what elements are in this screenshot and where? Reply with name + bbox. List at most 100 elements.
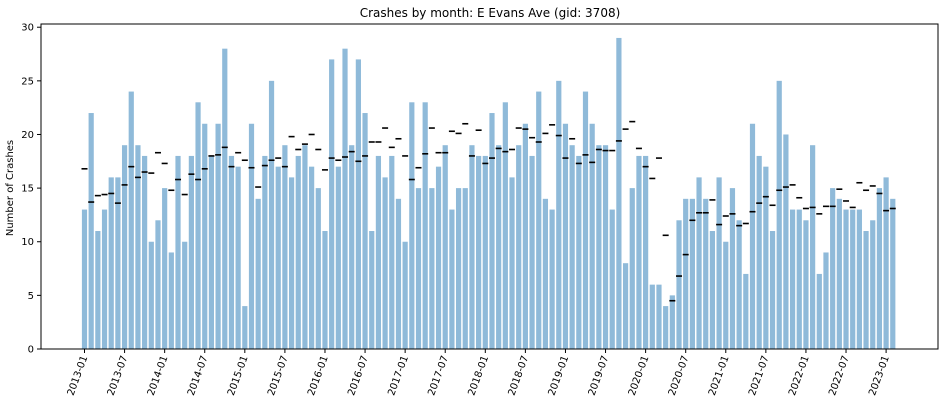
bar [469,145,475,349]
bar [489,113,495,349]
bar [95,231,101,349]
bar [516,145,522,349]
bar [162,188,168,349]
bar [743,273,749,349]
bar [629,188,635,349]
bar [455,188,462,349]
bar [789,209,796,349]
bar [242,306,248,349]
bar [335,166,341,349]
bar [275,166,281,349]
bar [496,145,502,349]
bar [228,155,235,349]
bar [562,123,569,349]
y-tick-label: 25 [21,76,34,87]
bar [248,123,255,349]
bar [716,177,722,349]
bar [582,91,589,349]
bar [643,155,649,349]
x-tick-label: 2019-07 [587,354,612,397]
bar [796,209,802,349]
y-tick-label: 20 [21,130,34,141]
bar [462,188,468,349]
bar [736,220,742,349]
bar [422,102,428,349]
bar [115,177,121,349]
bar [542,198,549,349]
bar [649,284,655,349]
bar [589,123,595,349]
bar [729,188,736,349]
y-axis-label: Number of Crashes [5,140,16,236]
bar [482,155,488,349]
bar [121,145,128,349]
bar [536,91,542,349]
bar [128,91,134,349]
x-tick-label: 2017-07 [426,354,451,397]
x-tick-label: 2018-07 [507,354,532,397]
bar [302,145,308,349]
bar [402,241,408,349]
bar [609,209,615,349]
bar [703,198,709,349]
x-tick-label: 2015-01 [226,354,251,397]
bar [309,166,315,349]
bar [843,209,849,349]
x-tick-label: 2021-01 [707,354,732,397]
bar [856,209,862,349]
bar [556,80,562,349]
y-tick-label: 10 [21,237,34,248]
bar [215,123,221,349]
plot-frame [40,23,939,350]
bar [208,155,215,349]
bar [823,252,829,349]
bar [709,231,716,349]
bar [696,177,702,349]
bar [476,155,482,349]
x-tick-label: 2013-01 [66,354,91,397]
bar [509,177,515,349]
x-tick-label: 2015-07 [266,354,291,397]
bar [749,123,756,349]
bar [602,145,609,349]
bar [175,155,181,349]
bar [262,155,268,349]
chart-title: Crashes by month: E Evans Ave (gid: 3708… [360,6,621,20]
bar [135,145,141,349]
bar [188,155,194,349]
bar [355,59,361,350]
bar [342,48,348,350]
bar [255,198,261,349]
bar [816,273,822,349]
x-axis-ticks: 2013-01 2013-07 2014-01 2014-07 2015-01 2015-… [66,349,892,397]
bar [222,48,228,350]
bar [863,231,869,349]
bar [322,231,328,349]
bar [756,155,762,349]
x-tick-label: 2016-01 [306,354,331,397]
bar [375,155,382,349]
bar [415,188,422,349]
y-tick-label: 15 [21,184,34,195]
y-axis-ticks: 0 5 10 15 20 25 30 [21,23,41,356]
bar [522,123,528,349]
bar [636,155,642,349]
bar [549,209,555,349]
bar [876,188,883,349]
bar [435,166,442,349]
x-tick-label: 2021-07 [747,354,772,397]
bar [295,155,301,349]
y-tick-label: 0 [28,345,34,356]
bar [529,155,535,349]
bar [268,80,275,349]
bar [429,188,435,349]
y-tick-label: 5 [28,291,34,302]
bar [769,231,776,349]
bar [676,220,682,349]
bar [315,188,321,349]
bar [409,102,415,349]
x-tick-label: 2020-07 [667,354,692,397]
bar [890,198,896,349]
bar [830,188,836,349]
